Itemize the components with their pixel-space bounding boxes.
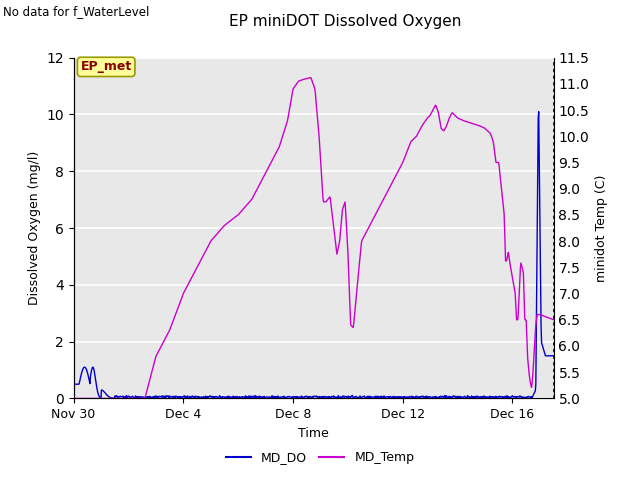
Text: EP_met: EP_met bbox=[81, 60, 132, 73]
Text: No data for f_WaterLevel: No data for f_WaterLevel bbox=[3, 5, 150, 18]
Y-axis label: Dissolved Oxygen (mg/l): Dissolved Oxygen (mg/l) bbox=[28, 151, 41, 305]
Legend: MD_DO, MD_Temp: MD_DO, MD_Temp bbox=[221, 446, 419, 469]
X-axis label: Time: Time bbox=[298, 427, 329, 440]
Text: EP miniDOT Dissolved Oxygen: EP miniDOT Dissolved Oxygen bbox=[229, 14, 462, 29]
Y-axis label: minidot Temp (C): minidot Temp (C) bbox=[595, 174, 608, 282]
